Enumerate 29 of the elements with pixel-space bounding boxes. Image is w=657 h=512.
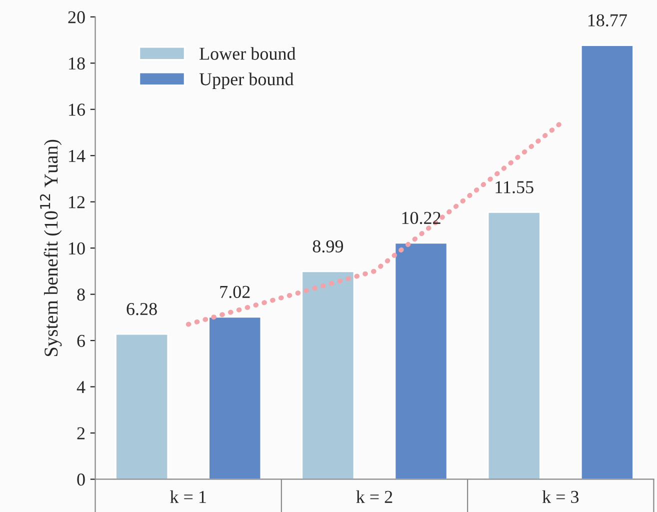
y-tick-label: 4 [76,381,86,394]
data-label: 10.22 [402,212,440,224]
data-label: 7.02 [220,286,250,298]
y-tick-label: 0 [77,473,85,486]
y-tick-label: 6 [77,334,86,347]
y-tick-label: 12 [69,196,85,208]
legend-label: Lower bound [200,47,296,60]
y-tick-label: 10 [69,242,85,255]
y-tick-label: 14 [69,150,86,162]
y-tick-label: 20 [68,11,85,24]
bar [208,316,262,480]
bar [580,44,634,480]
y-tick-label: 16 [69,104,86,116]
y-axis-title: System benefit (10$^{12}$ Yuan) [40,140,62,356]
data-label: 8.99 [312,240,344,253]
data-label: 18.77 [588,14,627,26]
legend-label: Upper bound [199,72,294,90]
bar [115,333,169,480]
x-tick-label: k = 1 [170,490,206,503]
data-label: 11.55 [496,181,534,194]
y-tick-label: 2 [77,427,85,440]
x-tick-label: k = 3 [542,490,579,504]
bar [394,242,448,480]
bar [487,212,541,480]
y-tick-label: 18 [69,57,85,70]
y-tick-label: 8 [77,288,85,301]
data-label: 6.28 [126,302,157,316]
x-tick-label: k = 2 [356,490,392,503]
bar [301,270,355,480]
